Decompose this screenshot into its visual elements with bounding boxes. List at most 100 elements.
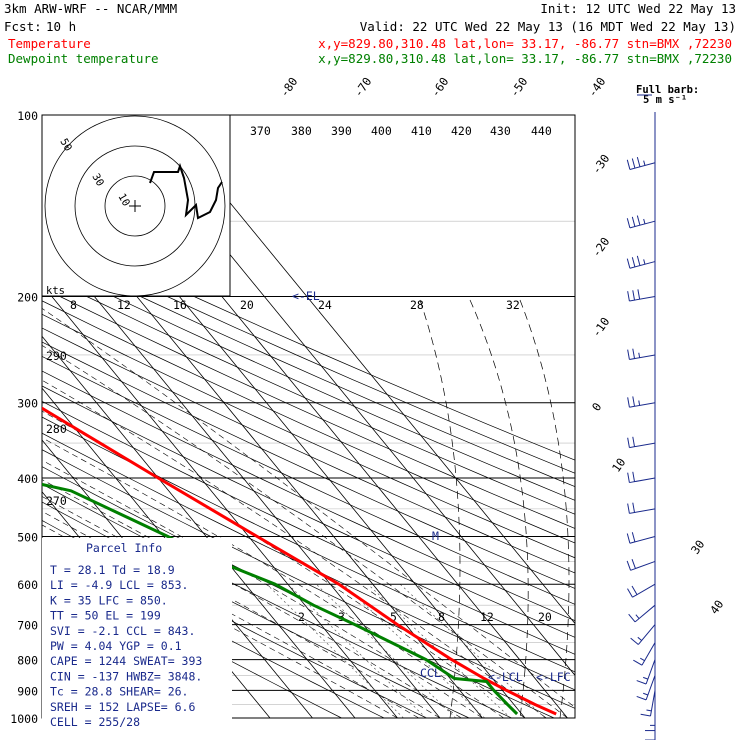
init-time: Init: 12 UTC Wed 22 May 13 (540, 1, 736, 16)
lcl-marker: <-LCL (488, 670, 523, 684)
wind-barb (627, 289, 656, 302)
wind-barb (640, 690, 656, 717)
reference-curve (419, 299, 461, 719)
wind-barb (626, 255, 656, 269)
parcel-info-title: Parcel Info (86, 541, 162, 555)
dry-adiabat (42, 356, 575, 605)
theta-label: 400 (371, 124, 392, 138)
pressure-tick-label: 100 (17, 109, 38, 123)
parcel-info-row: SVI = -2.1 CCL = 843. (50, 624, 195, 638)
theta-label: 430 (490, 124, 511, 138)
wind-barb (627, 502, 656, 514)
dry-adiabat (42, 237, 575, 474)
theta-label: 390 (331, 124, 352, 138)
wind-barb (627, 436, 656, 449)
sounding-profiles (42, 406, 557, 716)
mixing-ratio-line (315, 583, 457, 719)
isotherm (0, 115, 15, 718)
pressure-tick-label: 600 (17, 578, 38, 592)
speed-tick-label: 12 (117, 298, 131, 312)
parcel-info-row: T = 28.1 Td = 18.9 (50, 563, 175, 577)
parcel-info-row: LI = -4.9 LCL = 853. (50, 578, 188, 592)
forecast-label: Fcst: (4, 19, 42, 34)
wind-barb (645, 714, 656, 740)
mixing-ratio-label: 2 (298, 610, 305, 624)
isotherm (42, 232, 441, 719)
theta-label: 440 (531, 124, 552, 138)
pressure-tick-label: 200 (17, 291, 38, 305)
mixing-ratio-line (287, 583, 427, 719)
temperature-tick-label: 10 (609, 455, 628, 474)
wind-barb (636, 659, 656, 685)
ccl-marker: CCL (420, 666, 441, 680)
isotherm (157, 115, 575, 625)
dry-adiabat (42, 416, 575, 673)
el-marker: <-EL (292, 289, 320, 303)
theta-label: 380 (291, 124, 312, 138)
theta-label: 290 (46, 349, 67, 363)
hodograph-ring-label: 30 (89, 172, 106, 189)
theta-label: 420 (451, 124, 472, 138)
pressure-tick-label: 300 (17, 397, 38, 411)
wind-barb (627, 583, 656, 598)
parcel-info-row: SREH = 152 LAPSE= 6.6 (50, 700, 195, 714)
hodograph-ring (104, 175, 166, 237)
dewpoint-legend-label: Dewpoint temperature (8, 51, 159, 66)
pressure-tick-label: 900 (17, 684, 38, 698)
moist-adiabat (42, 379, 547, 719)
wind-barb (645, 704, 656, 732)
moist-adiabat (42, 511, 419, 719)
hodograph-ring (44, 115, 226, 297)
forecast-hour: 10 h (46, 19, 76, 34)
temperature-tick-label: -70 (351, 75, 374, 100)
dewpoint-location: x,y=829.80,310.48 lat,lon= 33.17, -86.77… (318, 51, 732, 66)
dry-adiabat (42, 261, 575, 501)
parcel-info-row: TT = 50 EL = 199 (50, 609, 161, 623)
wind-barbs (626, 112, 656, 740)
hodograph-ring-label: 50 (57, 137, 74, 154)
hodograph: 50 30 10 kts 8 12 16 20 24 28 32 (41, 114, 520, 312)
isotherm (42, 283, 398, 719)
dry-adiabat (42, 449, 575, 709)
theta-label: 410 (411, 124, 432, 138)
parcel-info-box: Parcel Info T = 28.1 Td = 18.9LI = -4.9 … (42, 538, 232, 732)
theta-label: 370 (250, 124, 271, 138)
wind-barb (633, 642, 656, 666)
hodograph-ring-label: 10 (115, 192, 132, 209)
parcel-info-row: Tc = 28.8 SHEAR= 26. (50, 685, 188, 699)
model-title: 3km ARW-WRF -- NCAR/MMM (4, 1, 177, 16)
parcel-info-row: K = 35 LFC = 850. (50, 593, 168, 607)
wind-barb (627, 348, 656, 360)
moist-adiabat (42, 308, 575, 708)
hodograph-trace (149, 162, 223, 220)
dry-adiabat (42, 341, 575, 589)
wind-barb (627, 396, 656, 408)
speed-tick-label: 32 (506, 298, 520, 312)
parcel-info-row: CAPE = 1244 SWEAT= 393 (50, 654, 202, 668)
speed-tick-label: 20 (240, 298, 254, 312)
temperature-tick-label: -30 (589, 152, 612, 177)
temperature-tick-label: -20 (589, 235, 612, 260)
temperature-tick-label: -10 (589, 315, 612, 340)
pressure-tick-label: 1000 (10, 712, 38, 726)
wind-barb (627, 471, 656, 484)
temperature-tick-label: 40 (707, 597, 726, 616)
speed-tick-label: 8 (70, 298, 77, 312)
temperature-tick-label: 30 (688, 537, 707, 556)
theta-label: 280 (46, 422, 67, 436)
dry-adiabat (42, 287, 575, 529)
isotherm (42, 335, 356, 719)
dry-adiabat (42, 327, 575, 574)
dry-adiabat (42, 274, 575, 515)
dewpoint-profile (42, 482, 519, 716)
mixing-ratio-label: 5 (390, 610, 397, 624)
temperature-location: x,y=829.80,310.48 lat,lon= 33.17, -86.77… (318, 36, 732, 51)
temperature-tick-label: -60 (428, 75, 451, 100)
reference-curve (469, 299, 529, 719)
dry-adiabat (42, 300, 575, 544)
mixing-ratio-label: 12 (480, 610, 494, 624)
dry-adiabat (42, 400, 575, 655)
temperature-tick-label: 0 (589, 400, 604, 414)
temperature-profile (42, 406, 557, 716)
